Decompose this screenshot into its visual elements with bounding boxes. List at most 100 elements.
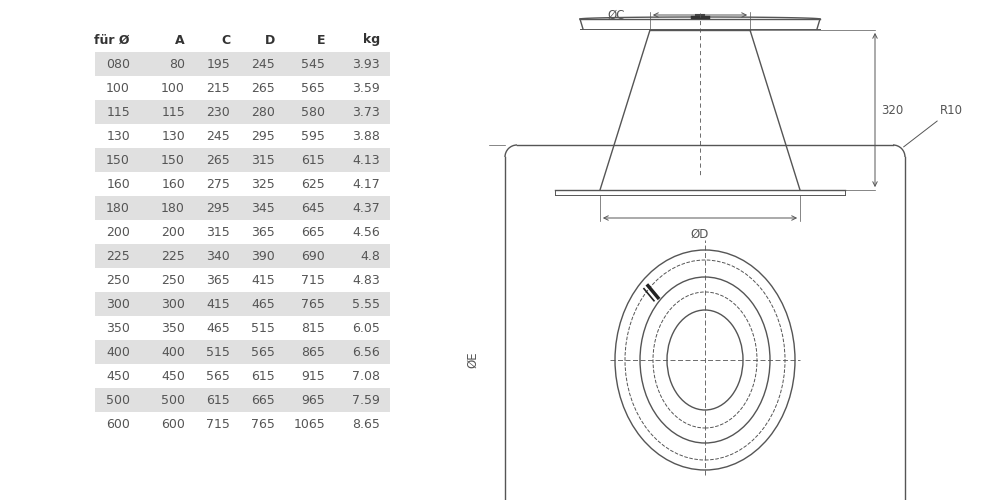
Text: 7.08: 7.08 [352,370,380,382]
Text: 350: 350 [106,322,130,334]
Text: 340: 340 [206,250,230,262]
Text: 100: 100 [106,82,130,94]
Text: 180: 180 [106,202,130,214]
Text: 325: 325 [251,178,275,190]
Text: 315: 315 [251,154,275,166]
Text: 615: 615 [206,394,230,406]
Text: E: E [316,34,325,46]
Text: 215: 215 [206,82,230,94]
Text: 415: 415 [206,298,230,310]
Text: 615: 615 [301,154,325,166]
Text: 150: 150 [106,154,130,166]
Text: 625: 625 [301,178,325,190]
Text: 815: 815 [301,322,325,334]
Text: 595: 595 [301,130,325,142]
Text: 665: 665 [251,394,275,406]
Bar [95,340,390,363]
Text: 865: 865 [301,346,325,358]
Text: 1065: 1065 [293,418,325,430]
Text: 225: 225 [106,250,130,262]
Text: 130: 130 [161,130,185,142]
Text: 715: 715 [301,274,325,286]
Text: 390: 390 [251,250,275,262]
Text: 3.73: 3.73 [352,106,380,118]
Text: 545: 545 [301,58,325,70]
Text: 3.88: 3.88 [352,130,380,142]
Text: 4.56: 4.56 [352,226,380,238]
Text: 500: 500 [106,394,130,406]
Text: 250: 250 [161,274,185,286]
Text: 4.13: 4.13 [352,154,380,166]
Text: 615: 615 [251,370,275,382]
Text: 415: 415 [251,274,275,286]
Text: 5.55: 5.55 [352,298,380,310]
Text: 580: 580 [301,106,325,118]
Text: 7.59: 7.59 [352,394,380,406]
Text: 600: 600 [161,418,185,430]
Bar [95,244,390,268]
Text: 345: 345 [251,202,275,214]
Text: 515: 515 [206,346,230,358]
Text: 300: 300 [161,298,185,310]
Text: ØC: ØC [608,8,625,22]
Text: 3.59: 3.59 [352,82,380,94]
Text: 150: 150 [161,154,185,166]
Text: 280: 280 [251,106,275,118]
Text: 515: 515 [251,322,275,334]
Text: 500: 500 [161,394,185,406]
Text: 300: 300 [106,298,130,310]
Text: 365: 365 [251,226,275,238]
Text: 160: 160 [161,178,185,190]
Text: 160: 160 [106,178,130,190]
Text: kg: kg [363,34,380,46]
Text: 315: 315 [206,226,230,238]
Text: 115: 115 [161,106,185,118]
Text: 295: 295 [206,202,230,214]
Text: 080: 080 [106,58,130,70]
Text: 4.37: 4.37 [352,202,380,214]
Text: 265: 265 [206,154,230,166]
Text: 565: 565 [251,346,275,358]
Text: 6.56: 6.56 [352,346,380,358]
Text: A: A [175,34,185,46]
Text: 400: 400 [161,346,185,358]
Bar [95,100,390,124]
Text: 765: 765 [251,418,275,430]
Text: 565: 565 [301,82,325,94]
Text: 3.93: 3.93 [352,58,380,70]
Bar [95,148,390,172]
Text: 915: 915 [301,370,325,382]
Text: 715: 715 [206,418,230,430]
Text: 450: 450 [106,370,130,382]
Text: D: D [265,34,275,46]
Text: für Ø: für Ø [94,34,130,46]
Text: 80: 80 [169,58,185,70]
Text: 100: 100 [161,82,185,94]
Text: 130: 130 [106,130,130,142]
Text: 275: 275 [206,178,230,190]
Text: 250: 250 [106,274,130,286]
Text: 665: 665 [301,226,325,238]
Text: 180: 180 [161,202,185,214]
Text: 245: 245 [251,58,275,70]
Text: 565: 565 [206,370,230,382]
Text: 465: 465 [251,298,275,310]
Bar [95,292,390,316]
Text: 8.65: 8.65 [352,418,380,430]
Text: 350: 350 [161,322,185,334]
Text: 230: 230 [206,106,230,118]
Text: 690: 690 [301,250,325,262]
Bar [95,388,390,411]
Text: 4.83: 4.83 [352,274,380,286]
Text: R10: R10 [904,104,963,147]
Bar [95,52,390,76]
Text: 450: 450 [161,370,185,382]
Text: 195: 195 [206,58,230,70]
Text: 965: 965 [301,394,325,406]
Text: 225: 225 [161,250,185,262]
Text: 265: 265 [251,82,275,94]
Text: 4.17: 4.17 [352,178,380,190]
Text: 115: 115 [106,106,130,118]
Text: 645: 645 [301,202,325,214]
Bar [95,196,390,220]
